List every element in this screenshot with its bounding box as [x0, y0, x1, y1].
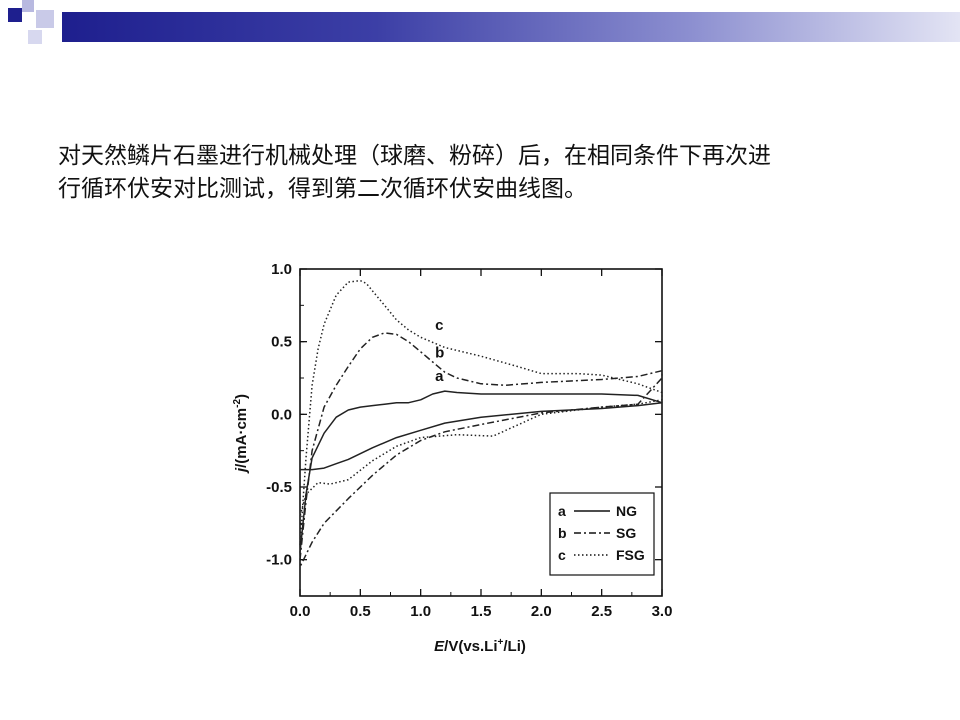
y-axis-label-sup: -2: [232, 399, 243, 408]
x-axis-label: E/V(vs.Li+/Li): [434, 637, 526, 655]
slide-text-line: 行循环伏安对比测试，得到第二次循环伏安曲线图。: [58, 176, 587, 202]
curve-fsg: [299, 279, 663, 546]
x-tick-label: 2.0: [531, 603, 552, 620]
legend-box: [549, 492, 655, 576]
legend-label: SG: [616, 525, 636, 541]
slide-header-decoration: [0, 0, 960, 60]
curve-labels: cba: [435, 317, 444, 385]
curve-label-a: a: [435, 368, 444, 385]
y-tick-label: 0.0: [271, 406, 292, 423]
x-tick-label: 0.5: [350, 603, 371, 620]
curve-ng: [299, 390, 663, 553]
curve-label-c: c: [435, 317, 443, 334]
header-banner: [62, 12, 960, 42]
curve-sg: [299, 332, 663, 568]
deco-square: [28, 30, 42, 44]
legend-key: a: [558, 503, 566, 519]
slide-text-line: 对天然鳞片石墨进行机械处理（球磨、粉碎）后，在相同条件下再次进: [58, 143, 771, 169]
legend-label: FSG: [616, 547, 645, 563]
y-tick-label: -1.0: [266, 552, 292, 569]
x-axis-label-text: /V(vs.Li: [444, 638, 497, 655]
x-axis-label-sup: +: [498, 637, 504, 648]
x-axis-label-symbol: E: [434, 638, 445, 655]
x-tick-label: 0.0: [290, 603, 311, 620]
deco-square: [22, 0, 34, 12]
slide-body-text: 对天然鳞片石墨进行机械处理（球磨、粉碎）后，在相同条件下再次进 行循环伏安对比测…: [58, 140, 918, 206]
legend-key: c: [558, 547, 566, 563]
x-tick-label: 1.0: [410, 603, 431, 620]
y-tick-label: -0.5: [266, 479, 292, 496]
legend-key: b: [558, 525, 567, 541]
y-tick-label: 0.5: [271, 334, 292, 351]
legend: a NG b SG c FSG: [549, 492, 655, 576]
x-axis-label-end: /Li): [503, 638, 526, 655]
y-axis-label-text: /(mA·cm: [233, 408, 250, 468]
y-axis-label-symbol: j: [233, 467, 250, 474]
deco-square: [36, 10, 54, 28]
axis-ticks: 0.0 0.5 1.0 1.5 2.0 2.5 3.0 1.0 0.5 0.0 -0.5 -1.0: [266, 261, 672, 620]
deco-square: [8, 8, 22, 22]
y-axis-label-end: ): [233, 394, 250, 399]
x-tick-label: 3.0: [652, 603, 673, 620]
y-tick-label: 1.0: [271, 261, 292, 278]
curve-label-b: b: [435, 345, 444, 362]
x-tick-label: 1.5: [471, 603, 492, 620]
x-tick-label: 2.5: [591, 603, 612, 620]
y-axis-label: j/(mA·cm-2): [232, 394, 250, 474]
curves: [299, 279, 663, 568]
legend-label: NG: [616, 503, 637, 519]
